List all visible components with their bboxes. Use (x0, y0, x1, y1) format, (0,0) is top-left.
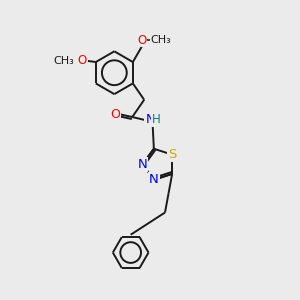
Text: N: N (149, 173, 159, 186)
Text: CH₃: CH₃ (150, 35, 171, 45)
Text: S: S (168, 148, 176, 161)
Text: N: N (146, 113, 155, 127)
Text: H: H (152, 113, 161, 127)
Text: O: O (78, 54, 87, 67)
Text: O: O (110, 107, 120, 121)
Text: N: N (138, 158, 147, 171)
Text: O: O (137, 34, 146, 46)
Text: CH₃: CH₃ (53, 56, 74, 65)
